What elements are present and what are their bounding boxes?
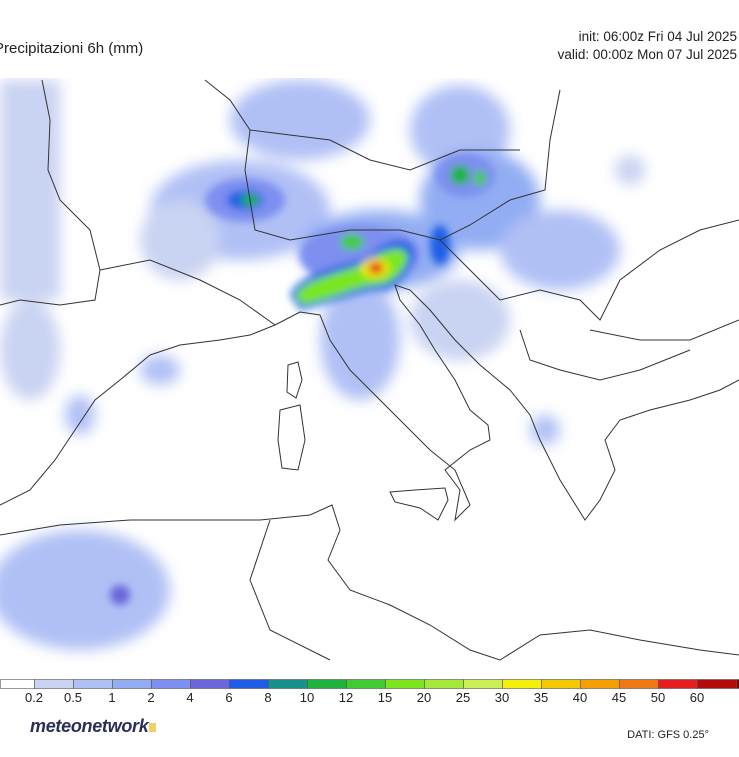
colorbar-segment xyxy=(34,679,74,689)
colorbar-segment xyxy=(619,679,659,689)
brand-name: meteonetwork xyxy=(30,716,149,736)
colorbar-tick-label: 20 xyxy=(416,690,432,705)
colorbar-segment xyxy=(697,679,737,689)
colorbar-segment xyxy=(307,679,347,689)
colorbar-segment xyxy=(346,679,386,689)
colorbar-segment xyxy=(73,679,113,689)
colorbar-segment xyxy=(268,679,308,689)
colorbar-segment xyxy=(541,679,581,689)
colorbar-segment xyxy=(385,679,425,689)
colorbar-segment xyxy=(736,679,739,689)
colorbar xyxy=(0,679,739,689)
colorbar-tick-label: 12 xyxy=(338,690,354,705)
colorbar-tick-label: 6 xyxy=(225,690,233,705)
logo-square-icon xyxy=(149,723,157,732)
colorbar-segment xyxy=(112,679,152,689)
colorbar-segment xyxy=(424,679,464,689)
colorbar-tick-label: 1 xyxy=(108,690,116,705)
colorbar-segment xyxy=(229,679,269,689)
precipitation-map xyxy=(0,79,739,661)
init-time: init: 06:00z Fri 04 Jul 2025 xyxy=(578,29,737,44)
valid-time: valid: 00:00z Mon 07 Jul 2025 xyxy=(557,47,737,62)
colorbar-tick-label: 8 xyxy=(264,690,272,705)
colorbar-tick-label: 4 xyxy=(186,690,194,705)
run-info: init: 06:00z Fri 04 Jul 2025 valid: 00:0… xyxy=(558,28,737,64)
colorbar-segment xyxy=(463,679,503,689)
meteonetwork-logo: meteonetwork xyxy=(30,716,157,737)
colorbar-tick-label: 40 xyxy=(572,690,588,705)
colorbar-tick-label: 0.5 xyxy=(63,690,83,705)
colorbar-tick-label: 25 xyxy=(455,690,471,705)
colorbar-tick-label: 0.2 xyxy=(24,690,44,705)
coastlines-borders xyxy=(0,79,739,661)
colorbar-segment xyxy=(190,679,230,689)
colorbar-tick-label: 45 xyxy=(611,690,627,705)
colorbar-tick-label: 35 xyxy=(533,690,549,705)
colorbar-tick-label: 60 xyxy=(689,690,705,705)
colorbar-tick-label: 30 xyxy=(494,690,510,705)
map-title: Precipitazioni 6h (mm) xyxy=(0,40,144,57)
colorbar-tick-label: 15 xyxy=(377,690,393,705)
colorbar-segment xyxy=(151,679,191,689)
colorbar-tick-label: 50 xyxy=(650,690,666,705)
colorbar-segment xyxy=(580,679,620,689)
data-source: DATI: GFS 0.25° xyxy=(627,729,709,741)
colorbar-segment xyxy=(658,679,698,689)
colorbar-tick-label: 10 xyxy=(299,690,315,705)
colorbar-segment xyxy=(0,679,35,689)
colorbar-tick-label: 2 xyxy=(147,690,155,705)
colorbar-segment xyxy=(502,679,542,689)
precipitation-field xyxy=(0,80,645,650)
